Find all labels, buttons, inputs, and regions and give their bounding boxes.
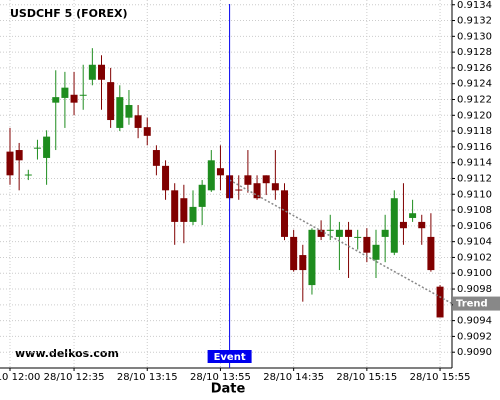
y-tick-label: 0.9118 xyxy=(457,126,492,137)
candle-body xyxy=(281,190,288,237)
candle-body xyxy=(162,165,170,191)
y-tick-label: 0.9128 xyxy=(457,47,492,58)
candle-body xyxy=(299,255,307,271)
x-tick-label: 28/10 15:55 xyxy=(410,372,471,383)
candle-body xyxy=(317,229,325,237)
x-tick-label: 28/10 13:15 xyxy=(117,372,178,383)
candle-body xyxy=(372,244,380,260)
trend-label-box xyxy=(453,296,500,311)
candle-body xyxy=(52,97,60,103)
x-tick-label: 28/10 13:55 xyxy=(190,372,251,383)
candle-body xyxy=(134,115,142,128)
watermark: www.delkos.com xyxy=(15,347,119,360)
y-tick-label: 0.9124 xyxy=(457,79,492,90)
candle-body xyxy=(98,64,105,80)
candle-body xyxy=(107,82,115,121)
y-tick-label: 0.9092 xyxy=(457,331,492,342)
chart-title: USDCHF 5 (FOREX) xyxy=(10,7,127,20)
candle-body xyxy=(61,87,69,98)
candle-body xyxy=(290,236,298,271)
candle-body xyxy=(43,136,51,158)
y-tick-label: 0.9104 xyxy=(457,237,492,248)
candle-body xyxy=(345,229,353,237)
y-tick-label: 0.9130 xyxy=(457,31,492,42)
candle-body xyxy=(271,183,279,191)
candle-body xyxy=(216,168,224,176)
candle-body xyxy=(207,160,215,191)
y-tick-label: 0.9106 xyxy=(457,221,492,232)
y-tick-label: 0.9098 xyxy=(457,284,492,295)
candle-body xyxy=(24,174,32,176)
y-tick-label: 0.9132 xyxy=(457,16,492,27)
candle-body xyxy=(399,221,407,229)
candle-body xyxy=(70,94,78,103)
event-label-box xyxy=(207,350,252,363)
candle-body xyxy=(15,150,23,161)
x-tick-label: 28/10 12:35 xyxy=(44,372,105,383)
candle-body xyxy=(180,198,188,222)
candle-body xyxy=(198,184,206,207)
candle-body xyxy=(6,151,14,176)
candle-body xyxy=(189,206,197,222)
candle-body xyxy=(88,64,96,80)
x-tick-label: 28/10 12:00 xyxy=(0,372,40,383)
candle-body xyxy=(409,213,417,218)
y-tick-label: 0.9126 xyxy=(457,63,492,74)
y-tick-label: 0.9122 xyxy=(457,95,492,106)
candle-body xyxy=(33,147,41,149)
candle-body xyxy=(79,94,87,96)
candle-body xyxy=(244,175,252,185)
candle-body xyxy=(381,229,389,237)
candle-body xyxy=(235,189,243,191)
candle-body xyxy=(171,190,179,222)
candle-body xyxy=(262,175,270,184)
candle-body xyxy=(436,286,444,318)
candle-body xyxy=(143,127,151,136)
candle-body xyxy=(354,236,362,238)
event-label: Event xyxy=(214,352,246,363)
candle-body xyxy=(125,105,133,118)
x-axis-label: Date xyxy=(211,382,246,397)
y-tick-label: 0.9108 xyxy=(457,205,492,216)
x-tick-label: 28/10 15:15 xyxy=(336,372,397,383)
candle-body xyxy=(116,97,124,128)
candle-body xyxy=(418,221,426,229)
y-tick-label: 0.9110 xyxy=(457,189,492,200)
y-tick-label: 0.9112 xyxy=(457,173,492,184)
y-tick-label: 0.9120 xyxy=(457,110,492,121)
y-tick-label: 0.9090 xyxy=(457,347,492,358)
candle-body xyxy=(390,198,398,253)
y-tick-label: 0.9094 xyxy=(457,316,492,327)
candle-body xyxy=(427,236,435,271)
y-tick-label: 0.9102 xyxy=(457,252,492,263)
candle-body xyxy=(253,183,261,199)
candle-body xyxy=(308,229,316,286)
y-tick-label: 0.9116 xyxy=(457,142,492,153)
candle-body xyxy=(363,236,371,253)
candle-body xyxy=(152,150,160,166)
trend-label: Trend xyxy=(456,299,488,310)
candle-body xyxy=(326,229,334,231)
y-tick-label: 0.9114 xyxy=(457,158,492,169)
candle-body xyxy=(335,229,343,237)
x-tick-label: 28/10 14:35 xyxy=(263,372,324,383)
y-tick-label: 0.9100 xyxy=(457,268,492,279)
y-tick-label: 0.9134 xyxy=(457,0,492,11)
